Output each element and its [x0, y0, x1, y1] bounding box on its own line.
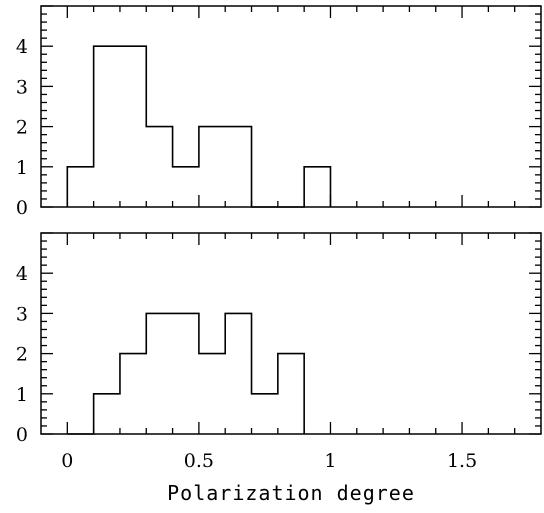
x-tick-labels: 0 0.5 1 1.5	[61, 450, 477, 472]
top-panel-y-tick-labels: 0 1 2 3 4	[16, 36, 28, 219]
bottom-y-tick-label: 2	[16, 344, 28, 366]
top-y-tick-label: 1	[16, 157, 28, 179]
x-axis-label: Polarization degree	[167, 481, 415, 505]
x-tick-label: 1	[324, 450, 336, 472]
x-tick-label: 0.5	[184, 450, 214, 472]
top-y-tick-label: 2	[16, 117, 28, 139]
top-y-tick-label: 3	[16, 76, 28, 98]
bottom-y-tick-label: 3	[16, 303, 28, 325]
bottom-y-tick-label: 4	[16, 263, 28, 285]
bottom-panel-frame	[40, 232, 542, 435]
top-histogram-outline	[66, 45, 332, 208]
top-panel-frame	[40, 5, 542, 208]
bottom-panel: 0 1 2 3 4 0 0.5 1 1.5	[16, 232, 542, 472]
x-tick-label: 0	[61, 450, 73, 472]
bottom-panel-ticks	[41, 232, 541, 435]
top-panel-ticks	[41, 5, 541, 208]
top-y-tick-label: 0	[16, 197, 28, 219]
top-panel: 0 1 2 3 4	[16, 5, 542, 219]
x-tick-label: 1.5	[447, 450, 477, 472]
bottom-panel-y-tick-labels: 0 1 2 3 4	[16, 263, 28, 446]
top-y-tick-label: 4	[16, 36, 28, 58]
bottom-y-tick-label: 1	[16, 384, 28, 406]
bottom-histogram-outline	[67, 312, 305, 435]
bottom-y-tick-label: 0	[16, 424, 28, 446]
